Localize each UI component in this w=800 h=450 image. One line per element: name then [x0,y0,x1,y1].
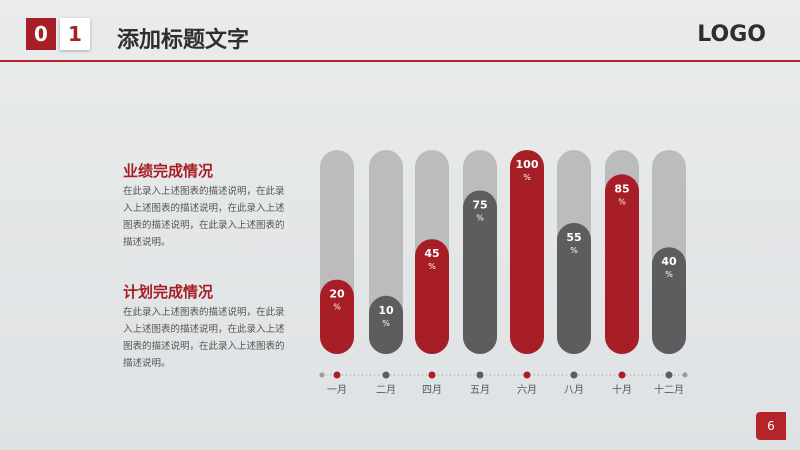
bar-一月 [320,279,354,354]
bar-unit-label: % [523,173,531,182]
category-label: 五月 [470,384,490,396]
category-label: 十二月 [654,383,684,396]
bar-十月 [605,174,639,354]
timeline-dot [382,371,390,379]
section-number-digit: 1 [60,18,90,50]
timeline-dot [476,371,484,379]
bar-四月 [415,239,449,354]
timeline-dot [665,371,673,379]
bar-二月 [369,295,403,354]
category-label: 十月 [612,383,632,396]
section-body-plan: 在此录入上述图表的描述说明，在此录入上述图表的描述说明，在此录入上述图表的描述说… [123,307,285,369]
timeline-dot [570,371,578,379]
category-label: 二月 [376,384,396,396]
bar-value-label: 85 [614,182,629,195]
header-divider [0,60,800,62]
bar-value-label: 45 [424,247,439,260]
bar-value-label: 100 [516,158,539,171]
bar-六月 [510,150,544,354]
bar-value-label: 75 [472,199,487,212]
header: 0 1 添加标题文字 LOGO [0,0,800,60]
bar-unit-label: % [618,197,626,206]
page-title: 添加标题文字 [117,28,250,53]
timeline-dot [333,371,341,379]
section-number-digit: 0 [26,18,56,50]
bar-unit-label: % [665,270,673,279]
bar-unit-label: % [333,303,341,312]
category-label: 一月 [327,384,347,396]
bar-unit-label: % [382,319,390,328]
section-body-performance: 在此录入上述图表的描述说明，在此录入上述图表的描述说明，在此录入上述图表的描述说… [123,186,285,248]
section-title-plan: 计划完成情况 [123,283,214,301]
section-title-performance: 业绩完成情况 [123,162,214,180]
bar-八月 [557,222,591,354]
timeline-dot [523,371,531,379]
bar-unit-label: % [428,262,436,271]
bar-unit-label: % [570,246,578,255]
timeline-end-dot [319,372,325,378]
bar-五月 [463,190,497,354]
timeline-end-dot [682,372,688,378]
timeline-dot [618,371,626,379]
bar-十二月 [652,247,686,354]
bar-value-label: 40 [661,255,677,268]
category-label: 八月 [564,384,584,396]
logo: LOGO [697,22,766,47]
bar-value-label: 10 [378,304,394,317]
page-number: 6 [756,412,786,440]
bar-value-label: 55 [566,231,581,244]
category-label: 四月 [422,384,442,396]
bar-value-label: 20 [329,288,345,301]
category-label: 六月 [517,384,537,396]
bar-unit-label: % [476,214,484,223]
timeline-dot [428,371,436,379]
